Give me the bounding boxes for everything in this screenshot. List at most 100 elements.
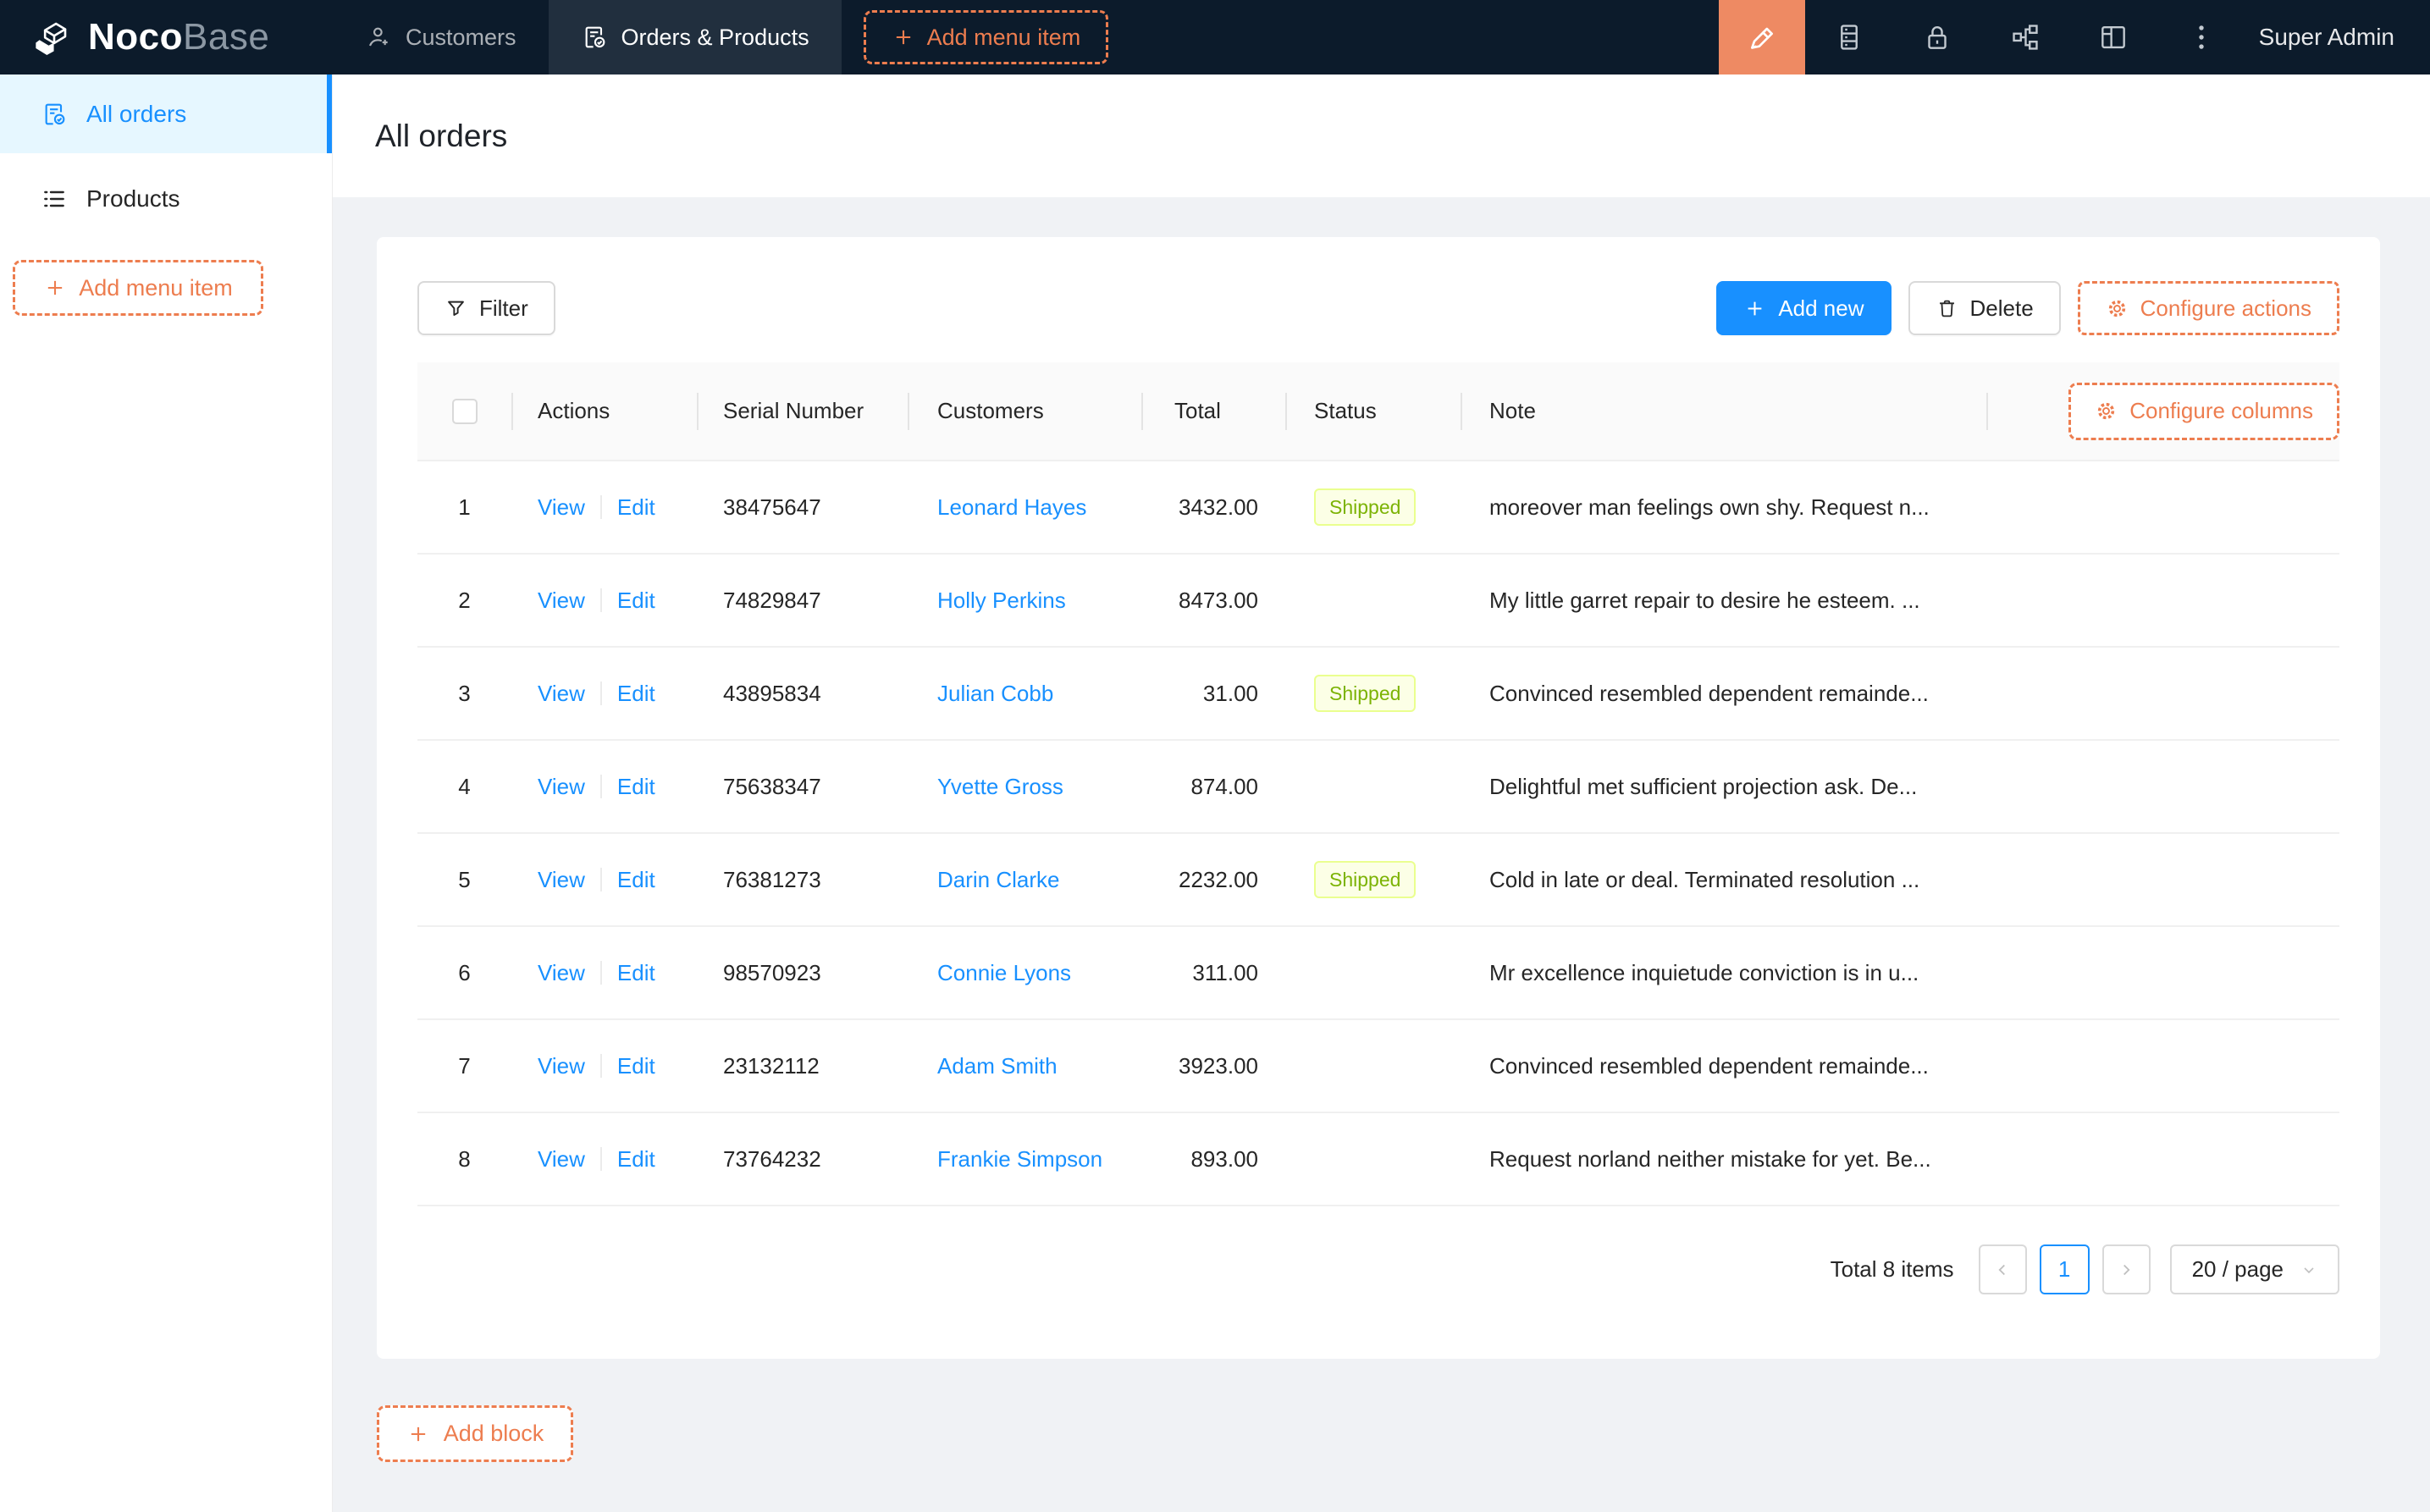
add-block-label: Add block xyxy=(444,1421,544,1447)
page-size-value: 20 / page xyxy=(2192,1256,2284,1283)
view-link[interactable]: View xyxy=(538,681,585,707)
customer-link[interactable]: Frankie Simpson xyxy=(937,1146,1102,1173)
row-actions-cell: View Edit xyxy=(511,461,697,553)
app-root: NocoBase Customers Orders & Products xyxy=(0,0,2430,1512)
edit-link[interactable]: Edit xyxy=(617,588,655,614)
total-cell: 2232.00 xyxy=(1141,834,1285,925)
pagination-prev-button[interactable] xyxy=(1979,1244,2027,1294)
action-separator xyxy=(600,868,602,891)
collections-icon xyxy=(1833,21,1865,53)
total-cell: 311.00 xyxy=(1141,927,1285,1018)
edit-link[interactable]: Edit xyxy=(617,681,655,707)
nocobase-logo-icon xyxy=(32,15,76,59)
view-link[interactable]: View xyxy=(538,494,585,521)
nocobase-logo[interactable]: NocoBase xyxy=(0,15,333,59)
view-link[interactable]: View xyxy=(538,588,585,614)
table-row: 8 View Edit 73764232 Frankie Simpson 893… xyxy=(417,1113,2339,1206)
configure-actions-button[interactable]: Configure actions xyxy=(2078,281,2339,335)
pagination-page-1[interactable]: 1 xyxy=(2040,1244,2090,1294)
sidebar-item-all-orders[interactable]: All orders xyxy=(0,74,332,153)
nav-item-orders-products[interactable]: Orders & Products xyxy=(549,0,842,74)
customer-link[interactable]: Adam Smith xyxy=(937,1053,1058,1079)
customer-link[interactable]: Holly Perkins xyxy=(937,588,1066,614)
status-cell xyxy=(1285,927,1461,1018)
page-size-select[interactable]: 20 / page xyxy=(2170,1244,2339,1294)
add-menu-item-button-navbar[interactable]: Add menu item xyxy=(864,10,1109,64)
view-link[interactable]: View xyxy=(538,1146,585,1173)
note-cell: Cold in late or deal. Terminated resolut… xyxy=(1461,834,2339,925)
nav-item-customers[interactable]: Customers xyxy=(333,0,549,74)
collections-button[interactable] xyxy=(1805,0,1893,74)
plus-icon xyxy=(406,1422,430,1446)
serial-number-cell: 38475647 xyxy=(697,461,908,553)
add-new-button[interactable]: Add new xyxy=(1716,281,1891,335)
status-tag: Shipped xyxy=(1314,861,1416,898)
row-select-cell: 4 xyxy=(417,741,511,832)
add-block-button[interactable]: Add block xyxy=(377,1405,573,1462)
row-select-cell: 1 xyxy=(417,461,511,553)
customer-cell: Adam Smith xyxy=(908,1020,1141,1112)
unordered-list-icon xyxy=(41,185,68,212)
status-cell xyxy=(1285,1113,1461,1205)
navbar-menu: Customers Orders & Products Add menu ite… xyxy=(333,0,1108,74)
add-menu-item-button-sidebar[interactable]: Add menu item xyxy=(13,260,263,316)
pagination-next-button[interactable] xyxy=(2102,1244,2151,1294)
configure-columns-button[interactable]: Configure columns xyxy=(2068,383,2339,440)
edit-link[interactable]: Edit xyxy=(617,774,655,800)
delete-button[interactable]: Delete xyxy=(1908,281,2061,335)
row-select-cell: 6 xyxy=(417,927,511,1018)
status-cell xyxy=(1285,555,1461,646)
view-link[interactable]: View xyxy=(538,960,585,986)
status-cell: Shipped xyxy=(1285,461,1461,553)
edit-link[interactable]: Edit xyxy=(617,494,655,521)
row-index: 7 xyxy=(458,1053,470,1079)
top-navbar: NocoBase Customers Orders & Products xyxy=(0,0,2430,74)
plus-icon xyxy=(892,25,915,49)
customer-link[interactable]: Leonard Hayes xyxy=(937,494,1086,521)
customer-link[interactable]: Darin Clarke xyxy=(937,867,1060,893)
edit-link[interactable]: Edit xyxy=(617,1146,655,1173)
nav-item-label: Orders & Products xyxy=(621,25,809,51)
customer-link[interactable]: Connie Lyons xyxy=(937,960,1071,986)
row-select-cell: 5 xyxy=(417,834,511,925)
row-select-cell: 3 xyxy=(417,648,511,739)
action-separator xyxy=(600,588,602,612)
edit-link[interactable]: Edit xyxy=(617,867,655,893)
header-customers: Customers xyxy=(908,362,1141,460)
customer-link[interactable]: Julian Cobb xyxy=(937,681,1053,707)
logo-text-bold: Noco xyxy=(88,16,183,58)
edit-link[interactable]: Edit xyxy=(617,1053,655,1079)
customer-link[interactable]: Yvette Gross xyxy=(937,774,1063,800)
chevron-right-icon xyxy=(2117,1261,2135,1279)
filter-button[interactable]: Filter xyxy=(417,281,555,335)
plus-icon xyxy=(43,276,67,300)
user-name[interactable]: Super Admin xyxy=(2245,24,2430,51)
ui-editor-button[interactable] xyxy=(1719,0,1805,74)
nav-item-label: Customers xyxy=(406,25,516,51)
select-all-checkbox[interactable] xyxy=(452,399,478,424)
edit-link[interactable]: Edit xyxy=(617,960,655,986)
total-cell: 3432.00 xyxy=(1141,461,1285,553)
table-row: 1 View Edit 38475647 Leonard Hayes 3432.… xyxy=(417,461,2339,555)
row-select-cell: 7 xyxy=(417,1020,511,1112)
status-cell: Shipped xyxy=(1285,834,1461,925)
customer-cell: Leonard Hayes xyxy=(908,461,1141,553)
layout-button[interactable] xyxy=(2069,0,2157,74)
file-done-icon xyxy=(581,24,608,51)
api-button[interactable] xyxy=(1981,0,2069,74)
total-cell: 874.00 xyxy=(1141,741,1285,832)
header-serial-number: Serial Number xyxy=(697,362,908,460)
total-cell: 31.00 xyxy=(1141,648,1285,739)
lock-button[interactable] xyxy=(1893,0,1981,74)
view-link[interactable]: View xyxy=(538,774,585,800)
row-actions-cell: View Edit xyxy=(511,648,697,739)
view-link[interactable]: View xyxy=(538,867,585,893)
more-button[interactable] xyxy=(2157,0,2245,74)
sidebar: All orders Products Add menu item xyxy=(0,74,333,1512)
sidebar-item-products[interactable]: Products xyxy=(0,159,332,238)
action-separator xyxy=(600,495,602,519)
pagination-total: Total 8 items xyxy=(1831,1256,1954,1283)
table-row: 6 View Edit 98570923 Connie Lyons 311.00… xyxy=(417,927,2339,1020)
table-row: 2 View Edit 74829847 Holly Perkins 8473.… xyxy=(417,555,2339,648)
view-link[interactable]: View xyxy=(538,1053,585,1079)
